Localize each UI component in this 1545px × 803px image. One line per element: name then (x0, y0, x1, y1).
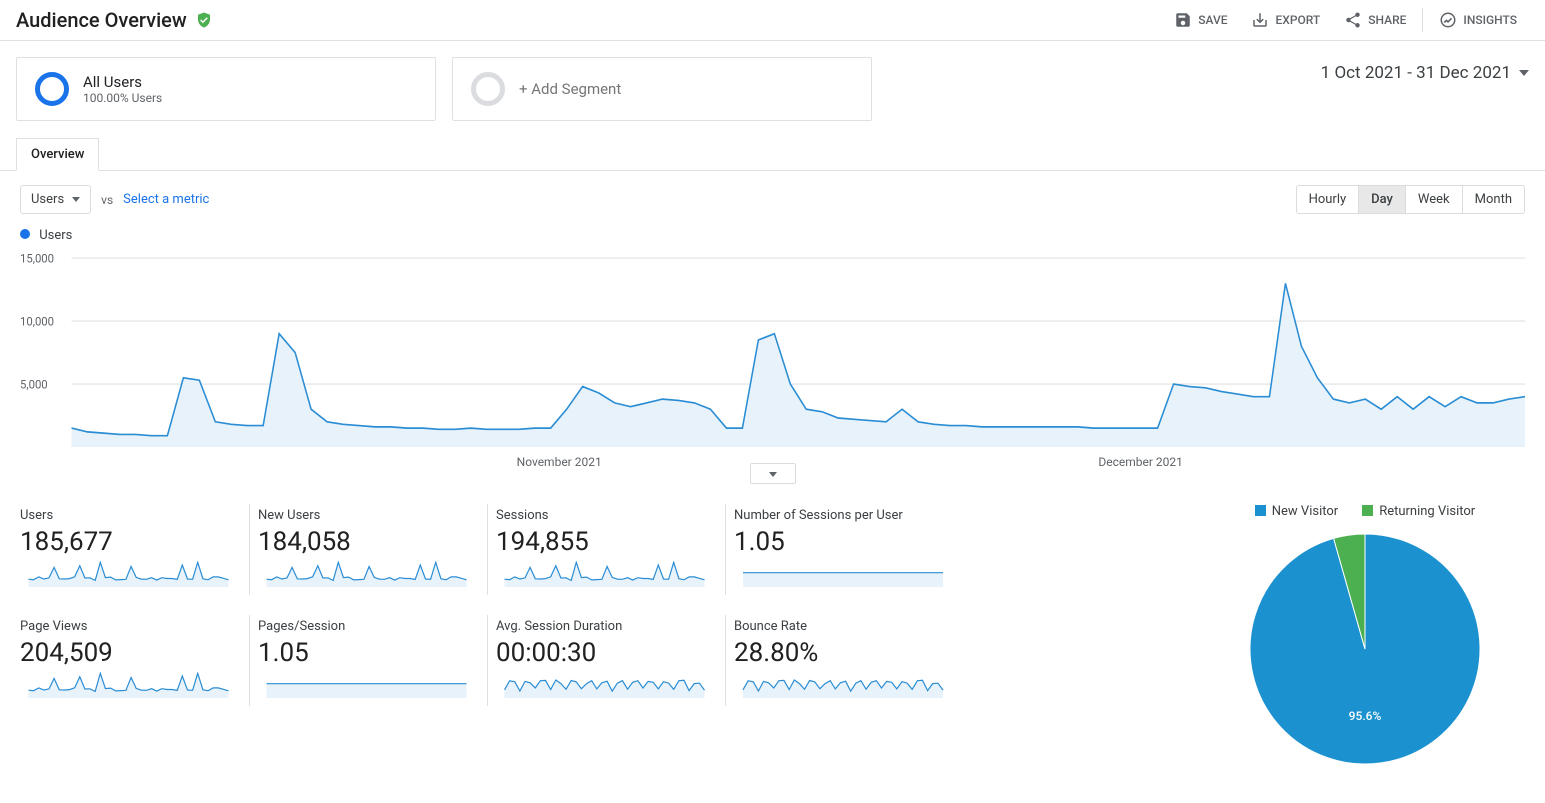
verified-shield-icon (195, 11, 213, 29)
metric-card-page-views[interactable]: Page Views 204,509 (20, 615, 250, 706)
sparkline (496, 561, 713, 587)
metric-card-bounce-rate[interactable]: Bounce Rate 28.80% (734, 615, 964, 706)
metric-label: Sessions (496, 508, 713, 523)
metric-value: 1.05 (258, 638, 475, 668)
segment-all-users[interactable]: All Users 100.00% Users (16, 57, 436, 121)
save-button[interactable]: SAVE (1162, 11, 1239, 29)
separator (1422, 8, 1423, 32)
sparkline (258, 561, 475, 587)
metric-label: Users (20, 508, 237, 523)
metric-card-users[interactable]: Users 185,677 (20, 504, 250, 595)
pie-legend-item: New Visitor (1255, 504, 1338, 519)
export-icon (1251, 11, 1269, 29)
metric-label: Bounce Rate (734, 619, 952, 634)
chevron-down-icon (1519, 70, 1529, 76)
sparkline (496, 672, 713, 698)
legend-swatch-icon (1362, 505, 1373, 516)
legend-swatch-icon (1255, 505, 1266, 516)
chart-legend-label: Users (39, 228, 72, 243)
svg-text:15,000: 15,000 (20, 251, 54, 266)
sparkline (258, 672, 475, 698)
sparkline (20, 561, 237, 587)
metric-card-pages-session[interactable]: Pages/Session 1.05 (258, 615, 488, 706)
metric-value: 1.05 (734, 527, 952, 557)
metric-card-avg-session-duration[interactable]: Avg. Session Duration 00:00:30 (496, 615, 726, 706)
add-segment-button[interactable]: + Add Segment (452, 57, 872, 121)
date-range-label: 1 Oct 2021 - 31 Dec 2021 (1321, 63, 1511, 83)
insights-icon (1439, 11, 1457, 29)
metric-value: 194,855 (496, 527, 713, 557)
page-title: Audience Overview (16, 8, 187, 32)
visitor-pie-chart[interactable] (1245, 529, 1485, 769)
metric-label: Number of Sessions per User (734, 508, 952, 523)
segment-subtitle: 100.00% Users (83, 91, 162, 105)
svg-text:5,000: 5,000 (20, 377, 48, 392)
add-segment-label: + Add Segment (519, 80, 621, 98)
visitor-pie-section: New Visitor Returning Visitor 95.6% (1245, 504, 1525, 769)
metric-card-sessions[interactable]: Sessions 194,855 (496, 504, 726, 595)
save-icon (1174, 11, 1192, 29)
pie-legend-item: Returning Visitor (1362, 504, 1475, 519)
svg-text:10,000: 10,000 (20, 314, 54, 329)
granularity-day[interactable]: Day (1358, 186, 1405, 213)
metric-label: New Users (258, 508, 475, 523)
share-button[interactable]: SHARE (1332, 11, 1418, 29)
sparkline (734, 561, 952, 587)
primary-metric-dropdown[interactable]: Users (20, 185, 91, 214)
segment-circle-icon (35, 72, 69, 106)
segment-empty-circle-icon (471, 72, 505, 106)
vs-label: vs (101, 193, 113, 207)
chevron-down-icon (72, 197, 80, 202)
granularity-week[interactable]: Week (1405, 186, 1462, 213)
metric-label: Page Views (20, 619, 237, 634)
metric-value: 184,058 (258, 527, 475, 557)
x-axis-label: November 2021 (517, 455, 602, 469)
metric-value: 28.80% (734, 638, 952, 668)
sparkline (20, 672, 237, 698)
metric-value: 00:00:30 (496, 638, 713, 668)
x-axis-label: December 2021 (1098, 455, 1183, 469)
save-label: SAVE (1198, 13, 1227, 27)
granularity-group: HourlyDayWeekMonth (1296, 185, 1525, 214)
insights-label: INSIGHTS (1463, 13, 1517, 27)
pie-legend: New Visitor Returning Visitor (1245, 504, 1485, 519)
metric-card-number-of-sessions-per-user[interactable]: Number of Sessions per User 1.05 (734, 504, 964, 595)
metric-card-new-users[interactable]: New Users 184,058 (258, 504, 488, 595)
granularity-hourly[interactable]: Hourly (1297, 186, 1359, 213)
date-range-picker[interactable]: 1 Oct 2021 - 31 Dec 2021 (1321, 57, 1529, 83)
select-compare-metric[interactable]: Select a metric (123, 192, 209, 207)
insights-button[interactable]: INSIGHTS (1427, 11, 1529, 29)
users-line-chart[interactable]: 5,000 10,000 15,000 (20, 247, 1525, 447)
chart-expand-button[interactable] (750, 463, 796, 484)
legend-dot-icon (20, 229, 30, 239)
share-label: SHARE (1368, 13, 1406, 27)
metrics-grid: Users 185,677 New Users 184,058 Sessions 194,… (20, 504, 964, 706)
tab-overview[interactable]: Overview (16, 138, 99, 171)
chart-legend: Users (20, 228, 1525, 243)
export-label: EXPORT (1275, 13, 1320, 27)
primary-metric-label: Users (31, 192, 64, 207)
chevron-down-icon (769, 472, 777, 477)
sparkline (734, 672, 952, 698)
granularity-month[interactable]: Month (1462, 186, 1524, 213)
metric-label: Avg. Session Duration (496, 619, 713, 634)
top-actions: SAVE EXPORT SHARE INSIGHTS (1162, 8, 1529, 32)
export-button[interactable]: EXPORT (1239, 11, 1332, 29)
metric-label: Pages/Session (258, 619, 475, 634)
share-icon (1344, 11, 1362, 29)
pie-center-label: 95.6% (1349, 709, 1382, 723)
segment-title: All Users (83, 73, 162, 91)
metric-value: 204,509 (20, 638, 237, 668)
metric-value: 185,677 (20, 527, 237, 557)
